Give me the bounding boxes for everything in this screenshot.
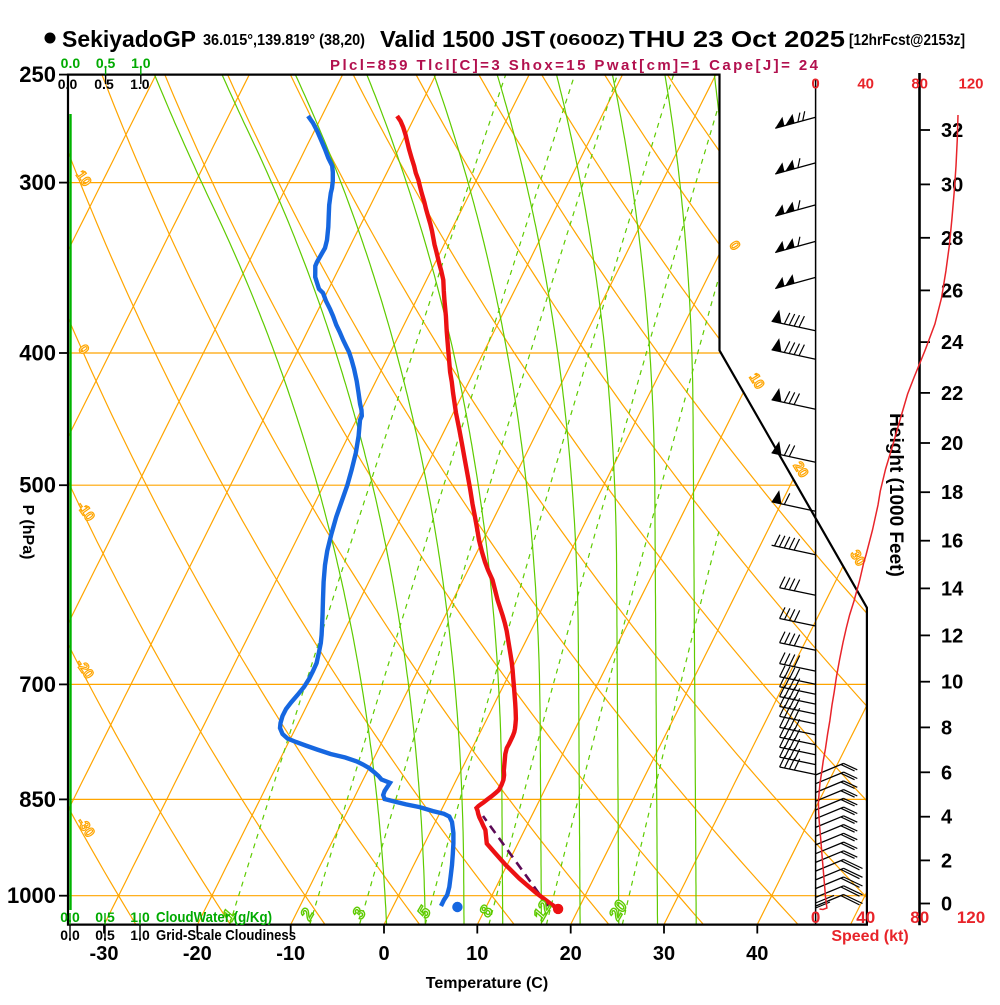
svg-text:2: 2 xyxy=(941,850,952,872)
svg-text:4: 4 xyxy=(941,807,953,829)
svg-text:0.0: 0.0 xyxy=(58,76,78,92)
svg-text:1000: 1000 xyxy=(7,883,56,908)
svg-text:36.015°,139.819° (38,20): 36.015°,139.819° (38,20) xyxy=(203,32,365,49)
svg-text:0.5: 0.5 xyxy=(94,76,114,92)
svg-text:Temperature (C): Temperature (C) xyxy=(426,975,548,992)
svg-text:Grid-Scale Cloudiness: Grid-Scale Cloudiness xyxy=(156,927,296,944)
svg-text:30: 30 xyxy=(653,943,675,965)
svg-text:0: 0 xyxy=(811,908,820,927)
svg-text:THU 23 Oct 2025: THU 23 Oct 2025 xyxy=(629,26,845,52)
svg-text:22: 22 xyxy=(941,383,963,405)
svg-text:8: 8 xyxy=(941,717,952,739)
svg-text:-10: -10 xyxy=(276,943,305,965)
svg-text:30: 30 xyxy=(941,174,963,196)
svg-text:40: 40 xyxy=(856,908,875,927)
svg-text:(0600Z): (0600Z) xyxy=(549,32,625,49)
svg-text:20: 20 xyxy=(560,943,582,965)
svg-text:10: 10 xyxy=(466,943,488,965)
svg-text:10: 10 xyxy=(941,672,963,694)
svg-text:Valid 1500 JST: Valid 1500 JST xyxy=(380,26,545,52)
svg-text:40: 40 xyxy=(746,943,768,965)
svg-text:0: 0 xyxy=(941,894,952,916)
svg-text:14: 14 xyxy=(941,578,964,600)
svg-text:0: 0 xyxy=(811,76,819,93)
svg-text:40: 40 xyxy=(857,76,874,93)
svg-text:1.0: 1.0 xyxy=(130,76,150,92)
svg-text:Plcl=859 Tlcl[C]=3 Shox=15 Pwa: Plcl=859 Tlcl[C]=3 Shox=15 Pwat[cm]=1 Ca… xyxy=(330,57,819,74)
svg-text:P (hPa): P (hPa) xyxy=(19,505,36,560)
svg-text:850: 850 xyxy=(19,787,56,812)
svg-text:24: 24 xyxy=(941,332,964,354)
svg-text:500: 500 xyxy=(19,473,56,498)
svg-text:[12hrFcst@2153z]: [12hrFcst@2153z] xyxy=(849,32,965,49)
svg-text:400: 400 xyxy=(19,341,56,366)
svg-text:0: 0 xyxy=(378,943,389,965)
svg-text:SekiyadoGP: SekiyadoGP xyxy=(62,26,196,52)
svg-text:28: 28 xyxy=(941,228,963,250)
svg-text:CloudWater (g/Kg): CloudWater (g/Kg) xyxy=(156,909,272,926)
svg-text:700: 700 xyxy=(19,672,56,697)
svg-text:0.0: 0.0 xyxy=(61,55,81,71)
svg-text:250: 250 xyxy=(19,62,56,87)
svg-text:Speed (kt): Speed (kt) xyxy=(831,928,908,945)
svg-text:-20: -20 xyxy=(183,943,212,965)
svg-text:12: 12 xyxy=(941,625,963,647)
svg-text:18: 18 xyxy=(941,482,963,504)
svg-text:6: 6 xyxy=(941,762,952,784)
svg-text:120: 120 xyxy=(958,76,983,93)
svg-text:80: 80 xyxy=(911,76,928,93)
svg-text:120: 120 xyxy=(957,908,985,927)
svg-text:300: 300 xyxy=(19,170,56,195)
svg-text:20: 20 xyxy=(941,433,963,455)
svg-text:80: 80 xyxy=(910,908,929,927)
svg-text:1.0: 1.0 xyxy=(131,55,151,71)
svg-text:-30: -30 xyxy=(90,943,119,965)
svg-text:26: 26 xyxy=(941,280,963,302)
svg-text:32: 32 xyxy=(941,120,963,142)
svg-text:0.5: 0.5 xyxy=(96,55,116,71)
svg-text:16: 16 xyxy=(941,531,963,553)
